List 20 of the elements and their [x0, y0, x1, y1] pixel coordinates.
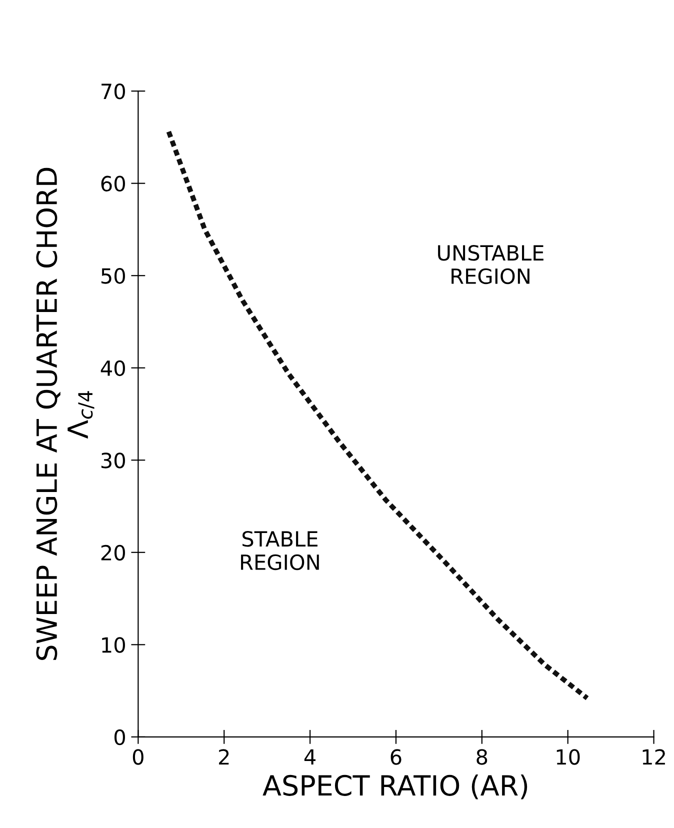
y-tick-label: 40: [100, 360, 125, 376]
x-tick-label: 6: [390, 749, 402, 765]
x-tick-label: 2: [219, 749, 229, 765]
x-tick-label: 12: [642, 749, 665, 765]
y-tick-label: 50: [101, 268, 125, 284]
annotation: STABLE REGION: [241, 531, 319, 570]
y-axis-title: SWEEP ANGLE AT QUARTER CHORD Λ$_{c/4}$: [36, 168, 94, 660]
x-tick-label: 4: [304, 749, 316, 765]
y-tick-label: 70: [102, 84, 125, 100]
line-series: [166, 129, 590, 701]
y-tick-label: 10: [102, 637, 125, 653]
annotation: UNSTABLE REGION: [438, 245, 544, 284]
y-tick-label: 0: [114, 729, 125, 746]
y-tick-label: 30: [101, 452, 125, 468]
y-tick-label: 20: [101, 544, 125, 561]
x-tick-label: 10: [556, 749, 580, 765]
x-tick-label: 0: [132, 749, 144, 765]
y-tick-label: 60: [101, 176, 125, 192]
x-axis-title: ASPECT RATIO (AR): [262, 774, 528, 800]
x-tick-label: 8: [476, 749, 488, 765]
